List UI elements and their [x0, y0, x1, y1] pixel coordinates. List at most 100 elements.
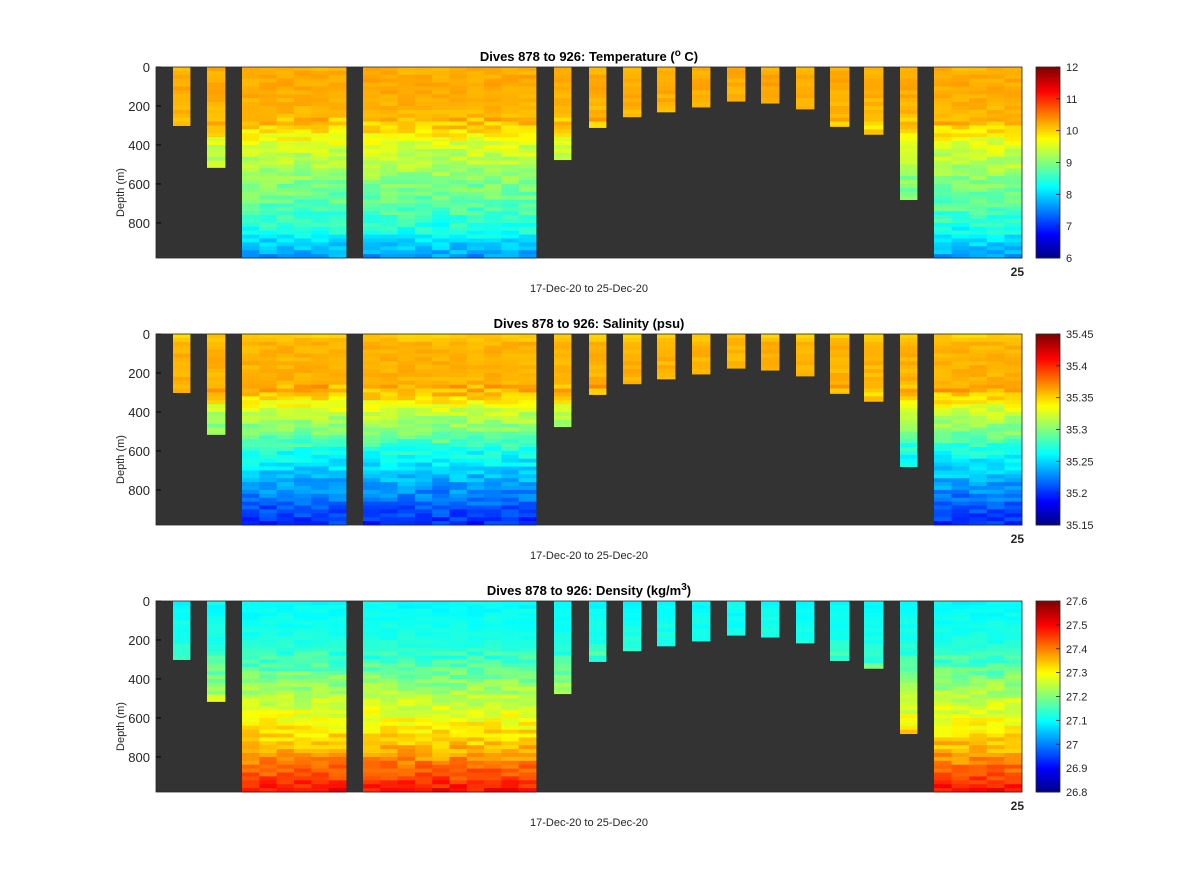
- colorbar-segment: [1036, 182, 1060, 185]
- data-cell: [900, 361, 918, 366]
- data-cell: [207, 604, 226, 610]
- data-cell: [294, 517, 312, 522]
- data-cell: [466, 141, 485, 146]
- data-cell: [466, 396, 485, 401]
- data-cell: [934, 663, 952, 668]
- data-cell: [363, 694, 381, 699]
- data-cell: [259, 772, 278, 777]
- data-cell: [466, 148, 485, 154]
- data-cell: [432, 706, 450, 711]
- data-cell: [363, 749, 381, 754]
- data-cell: [951, 714, 970, 719]
- data-cell: [969, 427, 988, 432]
- data-cell: [449, 148, 468, 154]
- data-cell: [986, 148, 1005, 154]
- data-cell: [173, 604, 191, 610]
- colorbar-segment: [1036, 706, 1060, 709]
- colorbar-tick-label: 35.45: [1066, 329, 1094, 341]
- data-cell: [397, 624, 416, 629]
- data-cell: [986, 78, 1005, 84]
- data-cell: [951, 458, 970, 464]
- data-cell: [466, 419, 485, 425]
- data-cell: [657, 349, 676, 354]
- data-cell: [501, 612, 520, 618]
- data-cell: [951, 729, 970, 735]
- data-cell: [414, 238, 433, 243]
- data-cell: [380, 172, 398, 177]
- data-cell: [259, 721, 278, 727]
- data-cell: [589, 353, 607, 358]
- data-cell: [397, 620, 416, 625]
- data-cell: [259, 612, 278, 618]
- data-cell: [554, 396, 572, 401]
- colorbar-segment: [1036, 632, 1060, 636]
- data-cell: [242, 121, 260, 126]
- data-cell: [432, 334, 450, 339]
- data-cell: [259, 411, 278, 417]
- data-cell: [830, 102, 850, 107]
- data-cell: [900, 396, 918, 401]
- data-cell: [242, 694, 260, 699]
- colorbar-tick-label: 27.2: [1066, 692, 1087, 704]
- data-cell: [397, 144, 416, 150]
- data-cell: [311, 682, 330, 688]
- data-cell: [554, 156, 572, 161]
- data-cell: [363, 334, 381, 339]
- data-cell: [311, 678, 330, 684]
- data-cell: [934, 365, 952, 370]
- data-cell: [900, 164, 918, 169]
- data-cell: [363, 604, 381, 610]
- data-cell: [934, 620, 952, 625]
- data-cell: [380, 628, 398, 633]
- data-cell: [311, 365, 330, 370]
- data-cell: [363, 612, 381, 618]
- data-cell: [276, 392, 295, 397]
- colorbar-segment: [1036, 674, 1060, 678]
- data-cell: [969, 780, 988, 785]
- data-cell: [311, 454, 330, 460]
- data-cell: [969, 152, 988, 158]
- colorbar-segment: [1036, 762, 1060, 765]
- data-cell: [432, 345, 450, 351]
- data-cell: [449, 361, 468, 366]
- data-cell: [1004, 710, 1023, 715]
- data-cell: [761, 612, 780, 618]
- data-cell: [397, 98, 416, 103]
- data-cell: [294, 505, 312, 510]
- data-cell: [363, 682, 381, 688]
- colorbar-segment: [1036, 150, 1060, 154]
- data-cell: [242, 466, 260, 471]
- data-cell: [276, 199, 295, 204]
- data-cell: [276, 505, 295, 510]
- data-cell: [501, 156, 520, 162]
- data-cell: [207, 74, 226, 80]
- data-cell: [589, 94, 607, 99]
- data-cell: [796, 102, 815, 107]
- data-cell: [294, 776, 312, 781]
- data-cell: [554, 361, 572, 366]
- colorbar-segment: [1036, 134, 1060, 138]
- colorbar-segment: [1036, 67, 1060, 70]
- data-cell: [484, 246, 502, 251]
- data-cell: [986, 702, 1005, 707]
- data-cell: [397, 199, 416, 204]
- data-cell: [311, 191, 330, 197]
- data-cell: [432, 168, 450, 173]
- data-cell: [294, 125, 312, 130]
- data-cell: [328, 501, 347, 507]
- data-cell: [397, 195, 416, 201]
- data-cell: [363, 78, 381, 84]
- data-cell: [380, 439, 398, 444]
- data-cell: [259, 698, 278, 703]
- data-cell: [397, 353, 416, 358]
- data-cell: [934, 353, 952, 358]
- colorbar-segment: [1036, 369, 1060, 373]
- data-cell: [276, 620, 295, 625]
- data-cell: [311, 690, 330, 696]
- y-axis-label: Depth (m): [115, 702, 127, 751]
- data-cell: [432, 729, 450, 735]
- data-cell: [501, 710, 520, 715]
- data-cell: [380, 191, 398, 197]
- data-cell: [830, 105, 850, 111]
- x-corner-tick-label: 25: [1011, 799, 1025, 813]
